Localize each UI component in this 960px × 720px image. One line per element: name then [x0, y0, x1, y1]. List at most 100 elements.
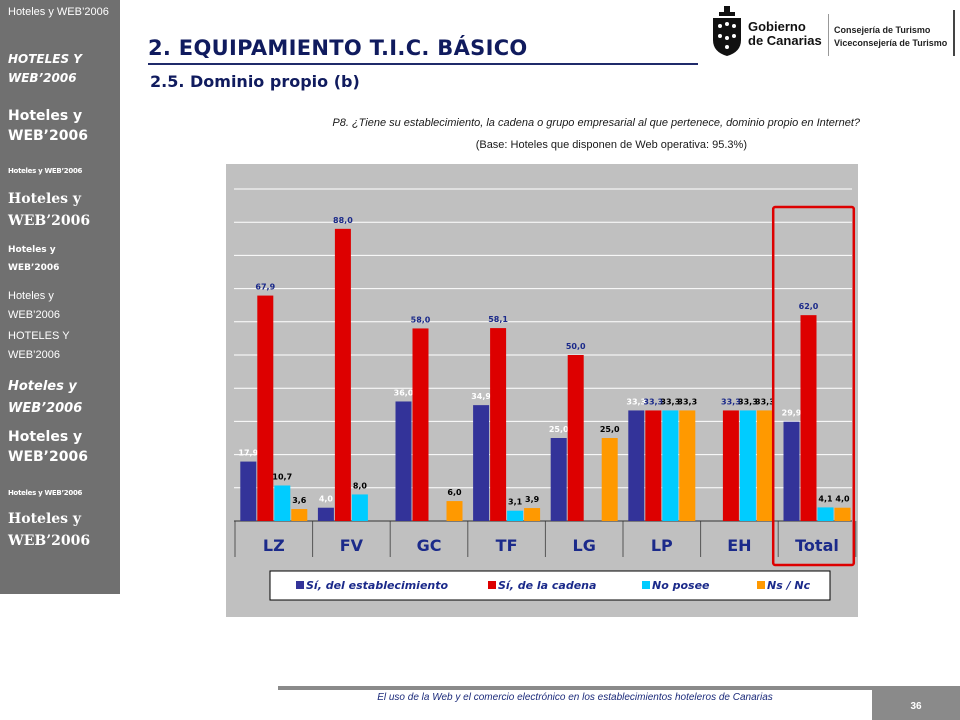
legend-label: No posee [652, 579, 710, 592]
data-label: 58,0 [411, 315, 431, 324]
logo-divider [828, 14, 829, 56]
category-label: EH [727, 536, 751, 555]
bar-eh-series-3 [739, 410, 756, 521]
page-number: 36 [872, 690, 960, 720]
sidebar-watermark-9: Hoteles y WEB’2006 [8, 379, 83, 416]
bar-lg-series-1 [550, 438, 567, 521]
bar-total-series-4 [834, 507, 851, 521]
category-label: GC [417, 536, 442, 555]
page-title: 2. EQUIPAMIENTO T.I.C. BÁSICO [148, 36, 528, 60]
bar-tf-series-4 [524, 508, 541, 521]
data-label: 36,0 [394, 388, 414, 397]
sidebar-watermark-7: Hoteles y WEB’2006 [8, 290, 60, 321]
data-label: 3,9 [525, 495, 540, 504]
data-label: 33,3 [643, 397, 663, 406]
data-label: 34,9 [471, 392, 491, 401]
sidebar-watermark-1: Hoteles y WEB’2006 [8, 6, 109, 18]
bar-lp-series-3 [662, 410, 679, 521]
legend-swatch [642, 581, 650, 589]
legend-swatch [757, 581, 765, 589]
page-subtitle: 2.5. Dominio propio (b) [150, 72, 360, 91]
bar-chart-svg: 17,9 67,9 10,7 3,6 LZ 4,0 88,0 8,0 FV 36,0 58,0 6,0… [234, 188, 857, 601]
title-underline [148, 63, 698, 65]
bar-lp-series-4 [679, 410, 696, 521]
footer-bar [278, 686, 960, 692]
sidebar-watermark-5: Hoteles y WEB’2006 [8, 191, 91, 229]
legend-swatch [488, 581, 496, 589]
data-label: 25,0 [549, 425, 569, 434]
legend-swatch [296, 581, 304, 589]
bar-total-series-2 [800, 315, 817, 521]
category-label: Total [795, 536, 839, 555]
data-label: 50,0 [566, 342, 586, 351]
sidebar-watermark-8: HOTELES Y WEB’2006 [8, 330, 70, 361]
bar-gc-series-2 [412, 328, 429, 521]
data-label: 58,1 [488, 315, 508, 324]
data-label: 67,9 [255, 283, 275, 292]
category-label: LZ [263, 536, 285, 555]
bar-fv-series-1 [317, 507, 334, 521]
bar-total-series-1 [783, 421, 800, 521]
sidebar-watermark-10: Hoteles y WEB’2006 [8, 429, 88, 465]
category-label: FV [340, 536, 364, 555]
bar-eh-series-2 [722, 410, 739, 521]
survey-question: P8. ¿Tiene su establecimiento, la cadena… [332, 117, 860, 129]
bar-chart: 17,9 67,9 10,7 3,6 LZ 4,0 88,0 8,0 FV 36,0 58,0 6,0… [226, 164, 858, 617]
legend-label: Sí, de la cadena [498, 579, 596, 592]
bar-lz-series-4 [291, 509, 308, 521]
bar-lz-series-2 [257, 295, 274, 521]
data-label: 3,1 [508, 498, 523, 507]
bar-gc-series-4 [446, 501, 463, 521]
data-label: 88,0 [333, 216, 353, 225]
logo-area: Gobierno de Canarias Consejería de Turis… [708, 4, 960, 62]
bar-lg-series-2 [567, 355, 584, 521]
data-label: 33,3 [677, 397, 697, 406]
bar-tf-series-1 [473, 405, 490, 521]
bar-fv-series-3 [351, 494, 368, 521]
data-label: 29,9 [782, 409, 802, 418]
category-label: LG [573, 536, 596, 555]
bar-lz-series-3 [274, 485, 291, 521]
legend-box [269, 570, 831, 601]
bar-eh-series-4 [756, 410, 773, 521]
data-label: 3,6 [292, 496, 307, 505]
legend-label: Sí, del establecimiento [306, 579, 449, 592]
data-label: 4,0 [319, 495, 334, 504]
data-label: 33,3 [626, 397, 646, 406]
data-label: 62,0 [799, 302, 819, 311]
category-label: LP [651, 536, 673, 555]
sidebar: Hoteles y WEB’2006 HOTELES Y WEB’2006 Ho… [0, 0, 120, 594]
bar-tf-series-3 [507, 510, 524, 521]
sidebar-watermark-4: Hoteles y WEB’2006 [8, 167, 83, 175]
bar-gc-series-1 [395, 401, 412, 521]
logo-edge-rule [953, 10, 955, 56]
bar-lz-series-1 [240, 461, 257, 521]
sidebar-watermark-12: Hoteles y WEB’2006 [8, 511, 91, 549]
data-label: 33,3 [721, 397, 741, 406]
sidebar-watermark-3: Hoteles y WEB’2006 [8, 108, 88, 144]
bar-fv-series-2 [334, 228, 351, 521]
survey-base-note: (Base: Hoteles que disponen de Web opera… [475, 139, 747, 151]
gobierno-logo-text: Gobierno de Canarias [748, 19, 822, 48]
sidebar-watermark-2: HOTELES Y WEB’2006 [8, 52, 82, 85]
data-label: 33,3 [755, 397, 775, 406]
sidebar-watermark-6: Hoteles y WEB’2006 [8, 245, 60, 273]
sidebar-watermark-11: Hoteles y WEB’2006 [8, 489, 83, 497]
legend-label: Ns / Nc [767, 579, 811, 592]
data-label: 6,0 [447, 488, 462, 497]
consejeria-logo-text: Consejería de Turismo Viceconsejería de … [834, 25, 948, 48]
coat-of-arms-icon [713, 6, 741, 56]
data-label: 33,3 [660, 397, 680, 406]
data-label: 33,3 [738, 397, 758, 406]
bar-tf-series-2 [490, 328, 507, 521]
data-label: 8,0 [353, 481, 368, 490]
data-label: 4,1 [818, 494, 833, 503]
bar-total-series-3 [817, 507, 834, 521]
data-label: 4,0 [835, 495, 850, 504]
category-label: TF [496, 536, 518, 555]
bar-lp-series-2 [645, 410, 662, 521]
footer-caption: El uso de la Web y el comercio electróni… [278, 690, 872, 720]
bar-lp-series-1 [628, 410, 645, 521]
data-label: 10,7 [272, 472, 292, 481]
bar-lg-series-4 [601, 438, 618, 521]
